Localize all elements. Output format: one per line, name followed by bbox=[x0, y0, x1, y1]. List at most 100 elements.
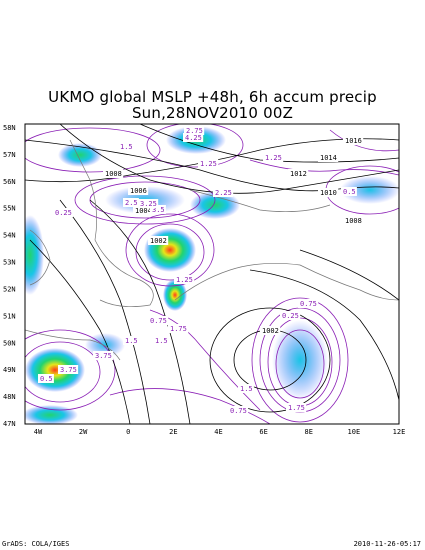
precip-blob bbox=[144, 228, 196, 272]
isobar-label: 1008 bbox=[105, 170, 122, 178]
precip-label-bg bbox=[53, 208, 74, 217]
precip-label-bg bbox=[148, 316, 169, 325]
precip-label-bg bbox=[298, 299, 319, 308]
isobar-label: 1008 bbox=[345, 217, 362, 225]
isobar-label: 1014 bbox=[320, 154, 337, 162]
precip-label-bg bbox=[123, 336, 139, 345]
isobar-label-bg bbox=[260, 326, 281, 335]
lat-tick-label: 49N bbox=[3, 366, 16, 374]
isobar-label-bg bbox=[103, 169, 124, 178]
lon-tick-label: 6E bbox=[259, 428, 267, 436]
precip-label: 0.5 bbox=[343, 188, 356, 196]
precip-label-bg bbox=[341, 187, 357, 196]
precip-label: 0.75 bbox=[300, 300, 317, 308]
footer-timestamp: 2010-11-26-05:17 bbox=[353, 540, 421, 548]
footer-credit: GrADS: COLA/IGES bbox=[2, 540, 70, 548]
isobar-label-bg bbox=[343, 216, 364, 225]
precip-label: 3.25 bbox=[140, 200, 157, 208]
isobar-label-bg bbox=[288, 169, 309, 178]
precip-label-bg bbox=[184, 126, 205, 135]
lat-tick-label: 58N bbox=[3, 124, 16, 132]
precip-label: 1.5 bbox=[240, 385, 253, 393]
lon-tick-label: 12E bbox=[393, 428, 406, 436]
lon-tick-label: 2W bbox=[79, 428, 88, 436]
isobar-label-bg bbox=[318, 188, 339, 197]
lat-tick-label: 51N bbox=[3, 312, 16, 320]
lon-tick-label: 4W bbox=[34, 428, 43, 436]
precip-label: 1.25 bbox=[200, 160, 217, 168]
lon-tick-label: 2E bbox=[169, 428, 177, 436]
precip-label: 1.75 bbox=[288, 404, 305, 412]
isobar-label-bg bbox=[128, 186, 149, 195]
precip-label-bg bbox=[198, 159, 219, 168]
precip-label-bg bbox=[168, 324, 189, 333]
isobar-label-bg bbox=[318, 153, 339, 162]
precip-label: 4.25 bbox=[185, 134, 202, 142]
lat-tick-label: 56N bbox=[3, 178, 16, 186]
lat-tick-label: 53N bbox=[3, 259, 16, 267]
precip-label: 1.75 bbox=[170, 325, 187, 333]
precip-blob bbox=[25, 215, 44, 295]
lon-tick-label: 8E bbox=[305, 428, 313, 436]
isobar-label: 1004 bbox=[135, 207, 152, 215]
isobar-label: 1010 bbox=[320, 189, 337, 197]
precip-label-bg bbox=[38, 374, 54, 383]
precip-label: 1.5 bbox=[125, 337, 138, 345]
isobar-label-bg bbox=[148, 236, 169, 245]
precip-label-bg bbox=[123, 198, 139, 207]
precip-label: 2.75 bbox=[186, 127, 203, 135]
precip-label: 3.75 bbox=[95, 352, 112, 360]
precip-blob bbox=[58, 143, 102, 167]
chart-subtitle: Sun,28NOV2010 00Z bbox=[131, 104, 294, 122]
precip-label: 0.75 bbox=[150, 317, 167, 325]
precip-label-bg bbox=[153, 336, 169, 345]
lat-tick-label: 48N bbox=[3, 393, 16, 401]
precip-label: 0.75 bbox=[230, 407, 247, 415]
precip-label-bg bbox=[213, 188, 234, 197]
precip-label: 3.5 bbox=[152, 206, 165, 214]
precip-label-bg bbox=[174, 275, 195, 284]
precip-label: 0.5 bbox=[40, 375, 53, 383]
precip-label: 1.25 bbox=[265, 154, 282, 162]
precip-blob bbox=[190, 191, 240, 219]
precip-label: 1.5 bbox=[155, 337, 168, 345]
coastlines bbox=[25, 139, 399, 361]
lat-tick-label: 57N bbox=[3, 151, 16, 159]
precip-label-bg bbox=[228, 406, 249, 415]
precip-blob bbox=[272, 320, 328, 400]
lon-tick-label: 4E bbox=[214, 428, 222, 436]
precip-label-bg bbox=[118, 142, 134, 151]
lat-tick-label: 50N bbox=[3, 339, 16, 347]
lat-tick-label: 55N bbox=[3, 205, 16, 213]
precip-label: 1.5 bbox=[120, 143, 133, 151]
isobar-label-bg bbox=[343, 136, 364, 145]
lon-tick-label: 10E bbox=[348, 428, 361, 436]
isobar-label: 1016 bbox=[345, 137, 362, 145]
precip-label-bg bbox=[263, 153, 284, 162]
isobar-label: 1002 bbox=[150, 237, 167, 245]
lon-tick-label: 0 bbox=[126, 428, 130, 436]
precip-label: 0.25 bbox=[55, 209, 72, 217]
precip-label: 3.75 bbox=[60, 366, 77, 374]
lat-tick-label: 52N bbox=[3, 285, 16, 293]
precip-label-bg bbox=[150, 205, 166, 214]
precip-blob bbox=[25, 405, 78, 424]
precip-label-bg bbox=[58, 365, 79, 374]
isobar-label: 1006 bbox=[130, 187, 147, 195]
isobar-label: 1012 bbox=[290, 170, 307, 178]
precip-label-bg bbox=[93, 351, 114, 360]
precip-label: 1.25 bbox=[176, 276, 193, 284]
precip-label-bg bbox=[286, 403, 307, 412]
precip-label: 2.25 bbox=[215, 189, 232, 197]
precip-label-bg bbox=[238, 384, 254, 393]
precip-label: 2.5 bbox=[125, 199, 138, 207]
plot-frame bbox=[24, 123, 400, 425]
precip-label-bg bbox=[183, 133, 204, 142]
isobar-label-bg bbox=[133, 206, 154, 215]
precip-blob bbox=[340, 176, 399, 204]
isobar-label: 1002 bbox=[262, 327, 279, 335]
lat-tick-label: 54N bbox=[3, 232, 16, 240]
precip-label-bg bbox=[138, 199, 159, 208]
lat-tick-label: 47N bbox=[3, 420, 16, 428]
